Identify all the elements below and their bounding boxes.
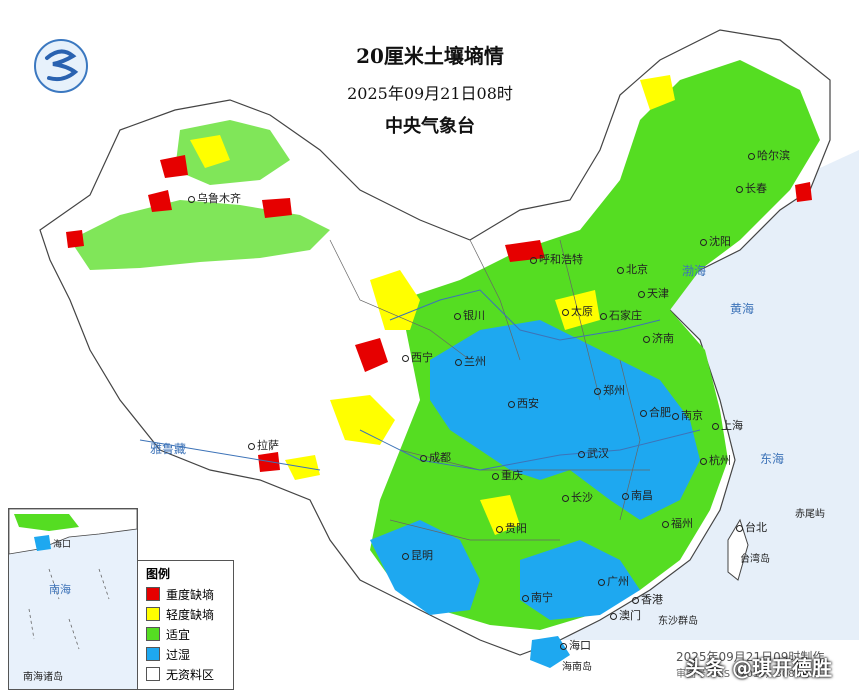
legend-swatch <box>146 667 160 681</box>
map-title: 20厘米土壤墒情 <box>356 44 504 68</box>
city-chongqing: 重庆 <box>492 470 523 482</box>
city-nanchang: 南昌 <box>622 490 653 502</box>
city-changsha: 长沙 <box>562 492 593 504</box>
city-macau: 澳门 <box>610 610 641 622</box>
yarlung-river <box>139 439 321 471</box>
city-beijing: 北京 <box>617 264 648 276</box>
region-severe-dry-7 <box>160 155 188 178</box>
inset-map <box>9 509 137 650</box>
taiwan-island-label: 台湾岛 <box>740 554 770 565</box>
region-severe-dry-6 <box>795 182 812 202</box>
city-nanjing: 南京 <box>672 410 703 422</box>
city-hohhot: 呼和浩特 <box>530 254 583 266</box>
legend: 图例 重度缺墒 轻度缺墒 适宜 过湿 无资料区 <box>137 560 234 690</box>
bohai-label: 渤海 <box>682 264 707 278</box>
region-wet-south <box>520 540 640 620</box>
legend-swatch <box>146 607 160 621</box>
legend-item-wet: 过湿 <box>146 644 233 664</box>
legend-swatch <box>146 627 160 641</box>
region-suitable-east <box>370 60 820 630</box>
city-shijiazhuang: 石家庄 <box>600 310 642 322</box>
city-wuhan: 武汉 <box>578 448 609 460</box>
city-xian: 西安 <box>508 398 539 410</box>
city-lanzhou: 兰州 <box>455 356 486 368</box>
legend-title: 图例 <box>146 567 171 581</box>
city-yinchuan: 银川 <box>454 310 485 322</box>
city-zhengzhou: 郑州 <box>594 385 625 397</box>
taiwan-island <box>727 518 749 581</box>
city-shanghai: 上海 <box>712 420 743 432</box>
city-jinan: 济南 <box>643 333 674 345</box>
legend-item-nodata: 无资料区 <box>146 664 233 684</box>
city-shenyang: 沈阳 <box>700 236 731 248</box>
yangtze-river <box>359 429 701 471</box>
city-haikou: 海口 <box>560 640 591 652</box>
yarlung-label: 雅鲁藏 <box>150 442 187 456</box>
legend-item-light: 轻度缺墒 <box>146 604 233 624</box>
city-nanning: 南宁 <box>522 592 553 604</box>
city-hongkong: 香港 <box>632 594 663 606</box>
city-hangzhou: 杭州 <box>700 455 731 467</box>
legend-item-severe: 重度缺墒 <box>146 584 233 604</box>
city-guiyang: 贵阳 <box>496 523 527 535</box>
city-tianjin: 天津 <box>638 288 669 300</box>
region-light-dry-4 <box>330 395 395 445</box>
inset-haikou-label: 海口 <box>53 540 72 550</box>
hainan-island-label: 海南岛 <box>562 662 592 673</box>
donghai-label: 东海 <box>760 452 785 466</box>
map-issuer: 中央气象台 <box>385 116 475 137</box>
region-severe-dry-3 <box>262 198 292 218</box>
city-chengdu: 成都 <box>420 452 451 464</box>
watermark: 头条 @琪开德胜 <box>685 656 832 680</box>
city-hefei: 合肥 <box>640 407 671 419</box>
city-guangzhou: 广州 <box>598 576 629 588</box>
region-severe-dry-2 <box>148 190 172 212</box>
production-credit: 2025年09月21日09时制作 <box>676 650 825 664</box>
province-lines <box>329 239 650 541</box>
map-approval-number: 审图号：GS（2019）3082号 <box>676 669 811 680</box>
huanghai-label: 黄海 <box>730 302 755 316</box>
region-light-dry-1 <box>370 270 420 330</box>
legend-swatch <box>146 587 160 601</box>
region-light-dry-3 <box>640 75 675 110</box>
legend-swatch <box>146 647 160 661</box>
dongsha-label: 东沙群岛 <box>658 616 698 627</box>
chiwei-label: 赤尾屿 <box>795 509 825 520</box>
region-severe-dry-8 <box>66 230 84 248</box>
region-light-dry-2 <box>190 135 230 168</box>
city-lhasa: 拉萨 <box>248 440 279 452</box>
city-urumqi: 乌鲁木齐 <box>188 193 241 205</box>
region-wet-southwest <box>370 520 480 615</box>
region-severe-dry-1 <box>355 338 388 372</box>
cma-logo-icon <box>34 39 88 93</box>
inset-title: 南海诸岛 <box>23 672 63 683</box>
legend-item-suitable: 适宜 <box>146 624 233 644</box>
city-kunming: 昆明 <box>402 550 433 562</box>
yellow-river <box>389 289 661 341</box>
inset-sea-label: 南海 <box>49 583 71 596</box>
region-light-dry-5 <box>480 495 520 535</box>
region-suitable-xinjiang-north <box>175 120 290 185</box>
city-harbin: 哈尔滨 <box>748 150 790 162</box>
city-fuzhou: 福州 <box>662 518 693 530</box>
city-changchun: 长春 <box>736 183 767 195</box>
map-datetime: 2025年09月21日08时 <box>347 84 513 103</box>
city-taiyuan: 太原 <box>562 306 593 318</box>
city-xining: 西宁 <box>402 352 433 364</box>
city-taipei: 台北 <box>736 522 767 534</box>
south-china-sea-inset: 南海 海口 南海诸岛 <box>8 508 138 690</box>
